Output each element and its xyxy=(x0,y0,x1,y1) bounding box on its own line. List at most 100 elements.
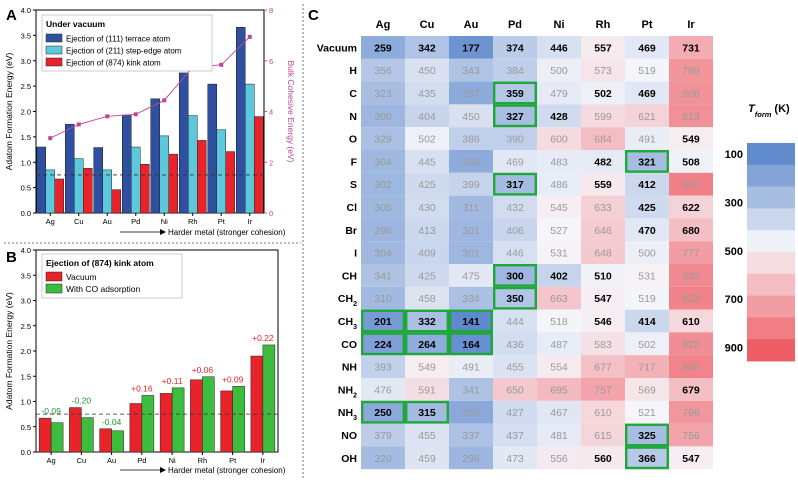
heatmap-value-oh-au: 296 xyxy=(462,453,480,465)
colorbar-tick-500: 500 xyxy=(725,246,743,258)
panel-a-bar-au-0 xyxy=(93,147,103,214)
heatmap-cell-i-rh xyxy=(581,241,625,264)
heatmap-value-o-au: 386 xyxy=(462,134,480,146)
heatmap-cell-nh-pt xyxy=(625,355,669,378)
heatmap-value-no-rh: 615 xyxy=(594,430,612,442)
colorbar-tick-300: 300 xyxy=(725,197,743,209)
heatmap-value-no-cu: 455 xyxy=(418,430,436,442)
heatmap-cell-i-pd xyxy=(493,241,537,264)
colorbar-segment-9 xyxy=(747,339,795,362)
heatmap-cell-h-au xyxy=(449,58,493,82)
heatmap-cell-ch-rh xyxy=(581,264,625,287)
heatmap-cell-s-ir xyxy=(669,172,713,196)
heatmap-col-header-rh: Rh xyxy=(596,19,611,31)
heatmap-cell-i-ni xyxy=(537,241,581,264)
heatmap-cell-f-ag xyxy=(361,150,405,173)
heatmap-cell-ch-ni xyxy=(537,264,581,287)
heatmap-value-br-ni: 527 xyxy=(550,225,568,237)
heatmap-row-label-s: S xyxy=(350,179,357,191)
heatmap-highlight-no-pt xyxy=(625,423,670,447)
panel-a-bar-ni-0 xyxy=(150,98,160,214)
panel-a-ytick-label: 2.5 xyxy=(21,82,31,91)
colorbar-segment-3 xyxy=(747,208,795,231)
heatmap-value-cl-au: 311 xyxy=(463,202,480,214)
heatmap-cell-i-cu xyxy=(405,241,449,264)
heatmap-value-nh2-rh: 757 xyxy=(594,384,612,396)
panel-b-delta-au: -0.04 xyxy=(102,417,122,427)
heatmap-col-header-ni: Ni xyxy=(554,19,565,31)
panel-a-xtick-label: Au xyxy=(103,217,112,226)
heatmap-value-nh-cu: 549 xyxy=(418,362,436,374)
heatmap-highlight-ch3-ag xyxy=(361,309,406,333)
heatmap-cell-nh-ni xyxy=(537,355,581,378)
heatmap-value-ch2-pt: 519 xyxy=(638,293,656,305)
heatmap-cell-c-rh xyxy=(581,81,625,105)
heatmap-cell-c-ag xyxy=(361,81,405,105)
heatmap-cell-f-pd xyxy=(493,150,537,173)
heatmap-value-co-ir: 820 xyxy=(682,339,700,351)
heatmap-cell-oh-cu xyxy=(405,446,449,470)
heatmap-cell-h-ag xyxy=(361,58,405,82)
heatmap-highlight-ch-pd xyxy=(493,264,538,287)
heatmap-cell-s-pd xyxy=(493,172,537,196)
panel-a-cohesive-point-pt xyxy=(219,62,224,67)
heatmap-value-h-pt: 519 xyxy=(638,65,656,77)
panel-b-ytick-label: 0.0 xyxy=(21,448,31,457)
heatmap-highlight-nh3-cu xyxy=(405,400,450,424)
heatmap-cell-c-ni xyxy=(537,81,581,105)
heatmap-cell-i-ir xyxy=(669,241,713,264)
heatmap-cell-nh2-ir xyxy=(669,378,713,401)
heatmap-value-nh-ag: 393 xyxy=(374,362,392,374)
heatmap-value-c-ir: 806 xyxy=(682,88,700,100)
heatmap-value-cl-pt: 425 xyxy=(638,202,656,214)
heatmap-value-h-ir: 799 xyxy=(682,65,700,77)
heatmap-value-br-pt: 470 xyxy=(638,225,656,237)
panel-c-letter: C xyxy=(308,7,319,24)
panel-a-cohesive-point-pd xyxy=(133,112,138,117)
heatmap-cell-nh2-ni xyxy=(537,378,581,401)
heatmap-row-label-nh: NH xyxy=(342,362,357,374)
panel-b-legend-label-0: Vacuum xyxy=(66,272,97,282)
heatmap-value-ch-ir: 832 xyxy=(682,270,700,282)
heatmap-row-label-oh: OH xyxy=(341,453,357,465)
heatmap-cell-n-cu xyxy=(405,104,449,128)
heatmap-cell-br-rh xyxy=(581,218,625,242)
panel-b-delta-pt: +0.09 xyxy=(222,374,244,384)
heatmap-cell-ch2-ag xyxy=(361,286,405,310)
heatmap-col-header-ag: Ag xyxy=(376,19,391,31)
heatmap-value-nh-pt: 717 xyxy=(638,362,656,374)
heatmap-value-ch2-ni: 663 xyxy=(550,293,568,305)
panel-a-bar-cu-0 xyxy=(65,123,75,214)
heatmap-cell-cl-ag xyxy=(361,195,405,219)
heatmap-cell-oh-ni xyxy=(537,446,581,470)
panel-a-y2label: Bulk Cohesive Energy (eV) xyxy=(286,60,296,162)
panel-b-xlabel: Harder metal (stronger cohesion) xyxy=(168,466,286,475)
heatmap-value-n-pd: 327 xyxy=(506,111,524,123)
heatmap-cell-vacuum-au xyxy=(449,36,493,59)
heatmap-value-vacuum-rh: 557 xyxy=(594,42,612,54)
heatmap-cell-cl-cu xyxy=(405,195,449,219)
colorbar-segment-5 xyxy=(747,252,795,275)
panel-b-delta-pd: +0.16 xyxy=(131,383,153,393)
heatmap-cell-ch3-au xyxy=(449,309,493,333)
heatmap-cell-oh-ir xyxy=(669,446,713,470)
heatmap-value-ch-au: 475 xyxy=(462,270,480,282)
panel-a-bar-rh-1 xyxy=(188,115,198,214)
heatmap-cell-cl-au xyxy=(449,195,493,219)
panel-b-legend-swatch-0 xyxy=(45,271,63,282)
heatmap-cell-h-pd xyxy=(493,58,537,82)
heatmap-row-label-c: C xyxy=(349,88,357,100)
panel-a-bar-rh-0 xyxy=(179,72,189,214)
heatmap-cell-no-pt xyxy=(625,423,669,447)
panel-a-cohesive-point-ir xyxy=(247,34,252,39)
heatmap-value-br-rh: 646 xyxy=(594,225,612,237)
heatmap-value-nh-rh: 677 xyxy=(594,362,612,374)
heatmap-cell-n-pd xyxy=(493,104,537,128)
panel-a-bar-pt-2 xyxy=(225,151,235,214)
heatmap-cell-vacuum-rh xyxy=(581,36,625,59)
heatmap-highlight-ch3-cu xyxy=(405,309,450,333)
heatmap-cell-co-cu xyxy=(405,332,449,356)
heatmap-cell-nh3-rh xyxy=(581,400,625,424)
heatmap-value-br-ag: 296 xyxy=(374,225,392,237)
heatmap-highlight-co-ag xyxy=(361,332,406,356)
